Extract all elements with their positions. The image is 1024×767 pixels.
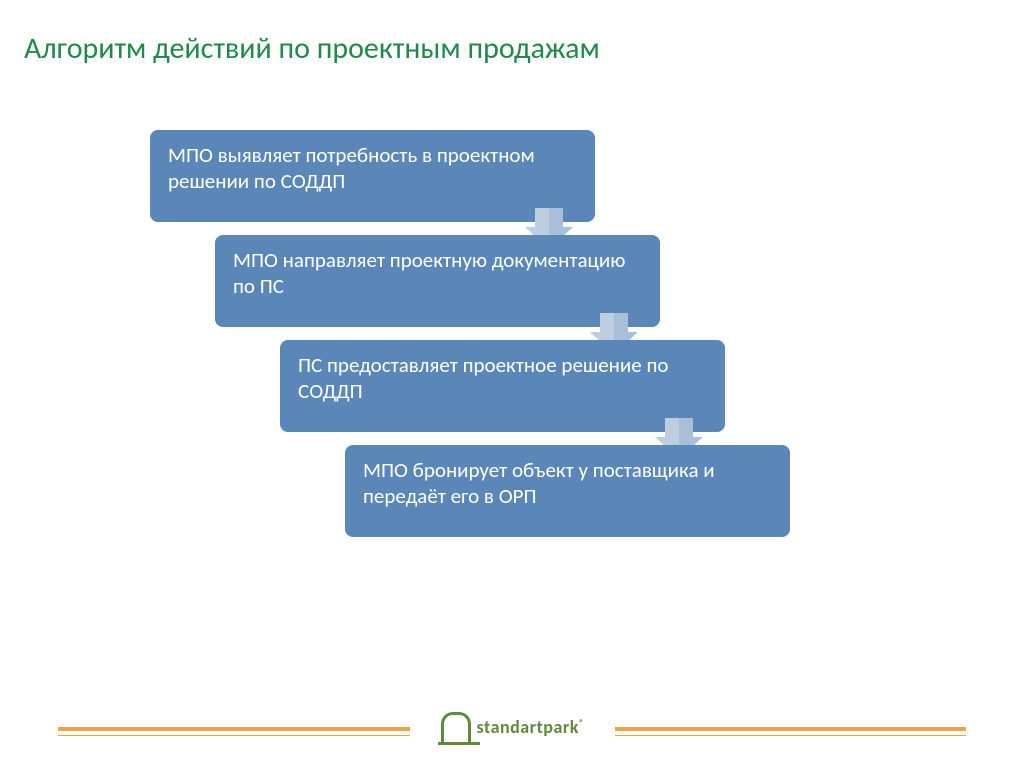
flow-step-text: МПО выявляет потребность в проектном реш… bbox=[168, 142, 577, 195]
slide: Алгоритм действий по проектным продажам … bbox=[0, 0, 1024, 767]
flow-step: МПО бронирует объект у поставщика и пере… bbox=[345, 445, 790, 537]
arch-icon bbox=[441, 712, 471, 742]
flow-step-text: МПО бронирует объект у поставщика и пере… bbox=[363, 457, 772, 510]
flow-step-text: МПО направляет проектную документацию по… bbox=[233, 247, 642, 300]
logo: standartpark® bbox=[410, 707, 615, 747]
page-title: Алгоритм действий по проектным продажам bbox=[24, 30, 600, 67]
logo-text: standartpark® bbox=[477, 716, 585, 738]
flow-step-text: ПС предоставляет проектное решение по СО… bbox=[298, 352, 707, 405]
